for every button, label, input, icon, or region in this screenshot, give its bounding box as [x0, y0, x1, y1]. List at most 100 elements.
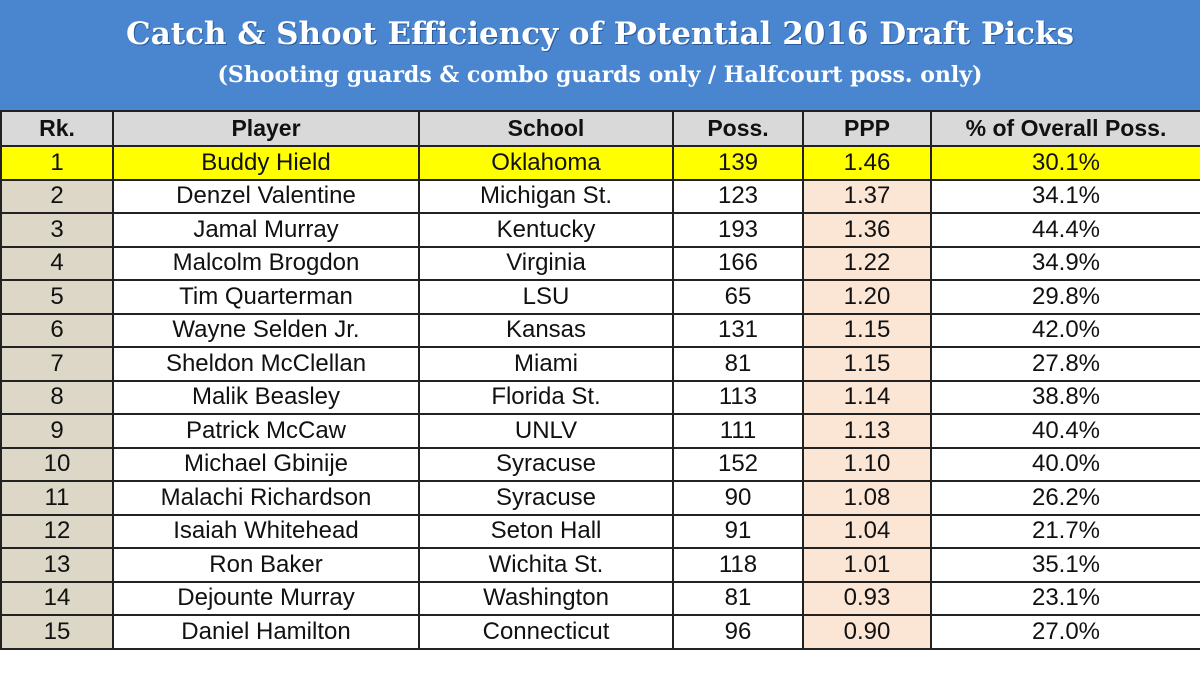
table-row: 4 Malcolm Brogdon Virginia 166 1.22 34.9%: [0, 245, 1200, 281]
table-row: 10 Michael Gbinije Syracuse 152 1.10 40.0%: [0, 446, 1200, 482]
cell-rank: 1: [0, 145, 114, 181]
cell-ppp: 1.01: [802, 547, 932, 583]
cell-ppp: 1.15: [802, 312, 932, 348]
table-row: 14 Dejounte Murray Washington 81 0.93 23.1%: [0, 580, 1200, 616]
table-row: 13 Ron Baker Wichita St. 118 1.01 35.1%: [0, 547, 1200, 583]
cell-player: Denzel Valentine: [112, 178, 420, 214]
cell-school: Syracuse: [418, 480, 674, 516]
cell-rank: 5: [0, 279, 114, 315]
cell-pct-overall-poss: 40.0%: [930, 446, 1200, 482]
cell-school: Wichita St.: [418, 547, 674, 583]
cell-player: Sheldon McClellan: [112, 346, 420, 382]
cell-ppp: 1.14: [802, 379, 932, 415]
cell-school: Connecticut: [418, 614, 674, 650]
table-row: 7 Sheldon McClellan Miami 81 1.15 27.8%: [0, 346, 1200, 382]
table-row: 6 Wayne Selden Jr. Kansas 131 1.15 42.0%: [0, 312, 1200, 348]
cell-possessions: 166: [672, 245, 804, 281]
cell-pct-overall-poss: 29.8%: [930, 279, 1200, 315]
cell-rank: 15: [0, 614, 114, 650]
cell-player: Patrick McCaw: [112, 413, 420, 449]
cell-school: Washington: [418, 580, 674, 616]
cell-pct-overall-poss: 34.1%: [930, 178, 1200, 214]
header-row: Rk. Player School Poss. PPP% of Overall Poss…: [0, 110, 1200, 147]
cell-player: Tim Quarterman: [112, 279, 420, 315]
cell-player: Malachi Richardson: [112, 480, 420, 516]
cell-school: UNLV: [418, 413, 674, 449]
cell-pct-overall-poss: 38.8%: [930, 379, 1200, 415]
table-row: 8 Malik Beasley Florida St. 113 1.14 38.8%: [0, 379, 1200, 415]
table-row: 15 Daniel Hamilton Connecticut 96 0.90 27.0%: [0, 614, 1200, 650]
column-header-school: School: [418, 110, 674, 147]
cell-possessions: 113: [672, 379, 804, 415]
cell-ppp: 1.15: [802, 346, 932, 382]
cell-rank: 14: [0, 580, 114, 616]
column-header-rank: Rk.: [0, 110, 114, 147]
cell-ppp: 1.36: [802, 212, 932, 248]
cell-school: Kansas: [418, 312, 674, 348]
cell-possessions: 131: [672, 312, 804, 348]
table-title: Catch & Shoot Efficiency of Potential 20…: [126, 16, 1074, 52]
cell-rank: 8: [0, 379, 114, 415]
cell-school: LSU: [418, 279, 674, 315]
cell-rank: 13: [0, 547, 114, 583]
cell-ppp: 1.13: [802, 413, 932, 449]
cell-pct-overall-poss: 26.2%: [930, 480, 1200, 516]
cell-rank: 6: [0, 312, 114, 348]
draft-picks-table: Rk. Player School Poss. PPP% of Overall Poss…: [0, 110, 1200, 650]
cell-possessions: 91: [672, 513, 804, 549]
cell-pct-overall-poss: 27.8%: [930, 346, 1200, 382]
table-row: 2 Denzel Valentine Michigan St. 123 1.37 34.1…: [0, 178, 1200, 214]
column-header-pct-overall-poss: % of Overall Poss.: [930, 110, 1200, 147]
cell-pct-overall-poss: 21.7%: [930, 513, 1200, 549]
cell-rank: 10: [0, 446, 114, 482]
cell-ppp: 1.46: [802, 145, 932, 181]
column-header-possessions: Poss.: [672, 110, 804, 147]
cell-ppp: 0.93: [802, 580, 932, 616]
cell-rank: 3: [0, 212, 114, 248]
cell-school: Kentucky: [418, 212, 674, 248]
cell-school: Virginia: [418, 245, 674, 281]
cell-possessions: 81: [672, 346, 804, 382]
table-row: 1 Buddy Hield Oklahoma 139 1.46 30.1%: [0, 145, 1200, 181]
cell-ppp: 0.90: [802, 614, 932, 650]
cell-rank: 12: [0, 513, 114, 549]
cell-player: Buddy Hield: [112, 145, 420, 181]
table-row: 5 Tim Quarterman LSU 65 1.20 29.8%: [0, 279, 1200, 315]
table-row: 11 Malachi Richardson Syracuse 90 1.08 26.2%: [0, 480, 1200, 516]
cell-player: Malcolm Brogdon: [112, 245, 420, 281]
cell-school: Seton Hall: [418, 513, 674, 549]
cell-school: Florida St.: [418, 379, 674, 415]
cell-pct-overall-poss: 44.4%: [930, 212, 1200, 248]
cell-pct-overall-poss: 42.0%: [930, 312, 1200, 348]
cell-ppp: 1.08: [802, 480, 932, 516]
cell-possessions: 193: [672, 212, 804, 248]
cell-possessions: 118: [672, 547, 804, 583]
cell-possessions: 65: [672, 279, 804, 315]
cell-rank: 2: [0, 178, 114, 214]
cell-player: Isaiah Whitehead: [112, 513, 420, 549]
cell-pct-overall-poss: 23.1%: [930, 580, 1200, 616]
cell-player: Ron Baker: [112, 547, 420, 583]
cell-rank: 9: [0, 413, 114, 449]
table-row: 3 Jamal Murray Kentucky 193 1.36 44.4%: [0, 212, 1200, 248]
cell-possessions: 152: [672, 446, 804, 482]
cell-pct-overall-poss: 35.1%: [930, 547, 1200, 583]
cell-possessions: 123: [672, 178, 804, 214]
cell-possessions: 81: [672, 580, 804, 616]
column-header-ppp: PPP: [802, 110, 932, 147]
cell-player: Daniel Hamilton: [112, 614, 420, 650]
cell-ppp: 1.10: [802, 446, 932, 482]
cell-possessions: 96: [672, 614, 804, 650]
cell-player: Michael Gbinije: [112, 446, 420, 482]
cell-pct-overall-poss: 34.9%: [930, 245, 1200, 281]
table-subtitle: (Shooting guards & combo guards only / H…: [217, 62, 983, 88]
cell-player: Jamal Murray: [112, 212, 420, 248]
table-row: 9 Patrick McCaw UNLV 111 1.13 40.4%: [0, 413, 1200, 449]
cell-pct-overall-poss: 30.1%: [930, 145, 1200, 181]
cell-possessions: 111: [672, 413, 804, 449]
cell-ppp: 1.20: [802, 279, 932, 315]
cell-school: Syracuse: [418, 446, 674, 482]
cell-player: Wayne Selden Jr.: [112, 312, 420, 348]
table-row: 12 Isaiah Whitehead Seton Hall 91 1.04 21.7%: [0, 513, 1200, 549]
title-banner: Catch & Shoot Efficiency of Potential 20…: [0, 0, 1200, 110]
